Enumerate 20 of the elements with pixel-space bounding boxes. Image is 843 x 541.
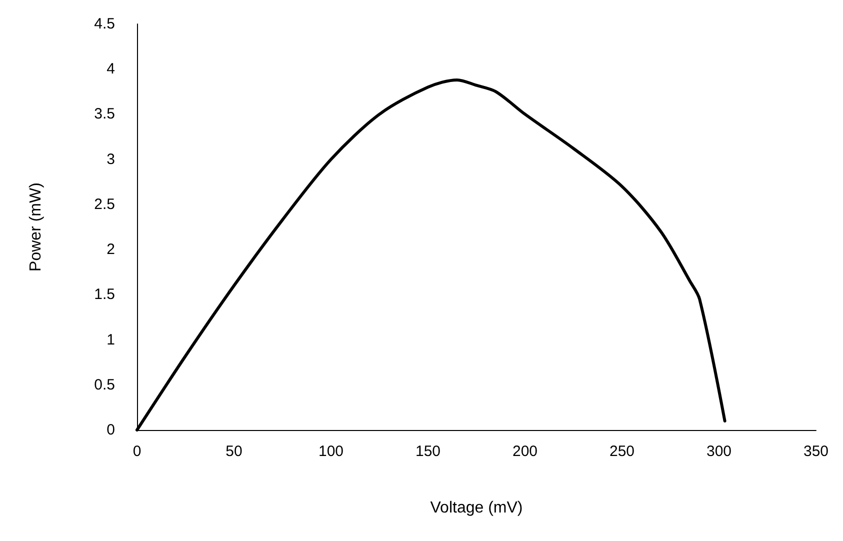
x-tick-label: 350 [803, 443, 829, 460]
y-tick-label: 2.5 [94, 196, 115, 213]
x-tick-label: 100 [318, 443, 344, 460]
x-axis-title: Voltage (mV) [430, 500, 523, 516]
x-tick-label: 50 [226, 443, 242, 460]
y-tick-label: 4 [106, 60, 115, 78]
x-tick-label: 250 [609, 443, 635, 460]
y-tick-label: 4.5 [94, 16, 115, 32]
x-tick-label: 0 [132, 443, 142, 460]
x-tick-label: 200 [512, 443, 538, 460]
y-tick-label: 2 [106, 241, 115, 258]
y-tick-label: 0.5 [94, 376, 115, 394]
x-tick-label: 150 [415, 443, 441, 460]
y-tick-label: 1 [106, 331, 115, 348]
y-tick-label: 3 [106, 150, 115, 168]
y-tick-label: 1.5 [94, 286, 115, 304]
y-tick-label: 3.5 [94, 106, 115, 123]
x-tick-label: 300 [706, 443, 732, 460]
y-tick-label: 0 [106, 422, 115, 438]
y-axis-title: Power (mW) [28, 182, 44, 272]
